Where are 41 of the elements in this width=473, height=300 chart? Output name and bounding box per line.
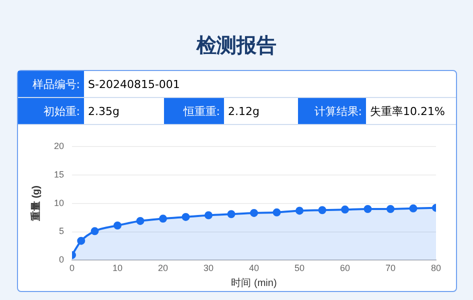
text: 2.35g — [87, 104, 120, 120]
x-tick-label: 0 — [70, 263, 75, 274]
y-tick-label: 0 — [58, 254, 64, 265]
point — [364, 204, 372, 213]
y-tick-label: 20 — [54, 140, 64, 151]
point — [386, 204, 394, 213]
text: 2.12g — [227, 104, 260, 120]
text: 样品编号: — [18, 71, 84, 97]
point — [250, 208, 258, 217]
text: 恒重重: — [164, 98, 224, 124]
point — [159, 214, 168, 223]
x-axis-title: 时间 (min) — [231, 276, 277, 289]
x-tick-label: 50 — [294, 263, 305, 274]
x-tick-label: 20 — [158, 263, 168, 274]
text: 失重率10.21% — [369, 104, 446, 120]
y-axis-title: 重量 (g) — [30, 186, 42, 222]
chart-title: 检测报告 — [195, 32, 278, 59]
point — [409, 204, 418, 212]
point — [227, 210, 236, 218]
text: S-20240815-001 — [87, 76, 181, 92]
y-tick-label: 5 — [58, 226, 64, 236]
point — [77, 236, 86, 245]
x-tick-label: 30 — [204, 263, 214, 274]
x-tick-label: 40 — [249, 263, 260, 274]
y-tick-label: 10 — [54, 198, 64, 208]
point — [272, 208, 281, 216]
point — [182, 212, 190, 221]
text: 计算结果: — [298, 98, 366, 124]
text: 初始重: — [18, 98, 84, 124]
x-tick-label: 70 — [385, 263, 396, 274]
point — [136, 216, 144, 225]
x-tick-label: 80 — [430, 263, 442, 274]
x-tick-label: 60 — [340, 263, 350, 274]
x-tick-label: 10 — [112, 263, 123, 274]
point — [114, 221, 122, 230]
point — [318, 206, 326, 214]
point — [204, 211, 213, 220]
point — [90, 227, 99, 236]
y-tick-label: 15 — [54, 169, 64, 180]
point — [296, 206, 304, 215]
point — [341, 206, 350, 214]
